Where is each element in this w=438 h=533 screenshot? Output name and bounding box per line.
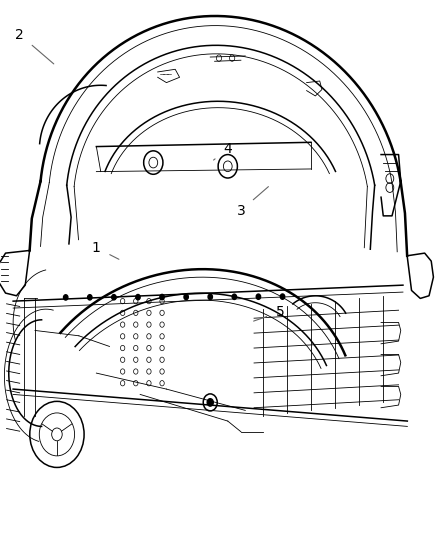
Circle shape — [184, 294, 188, 300]
Circle shape — [160, 294, 164, 300]
Circle shape — [207, 399, 213, 406]
Circle shape — [208, 294, 212, 300]
Circle shape — [88, 295, 92, 300]
Text: 3: 3 — [237, 187, 268, 217]
Circle shape — [136, 295, 140, 300]
Text: 1: 1 — [92, 241, 119, 259]
Circle shape — [64, 295, 68, 300]
Text: 4: 4 — [214, 142, 232, 160]
Text: 2: 2 — [15, 28, 54, 64]
Circle shape — [280, 294, 285, 300]
Circle shape — [112, 295, 116, 300]
Circle shape — [256, 294, 261, 300]
Circle shape — [232, 294, 237, 300]
Text: 5: 5 — [254, 305, 285, 321]
